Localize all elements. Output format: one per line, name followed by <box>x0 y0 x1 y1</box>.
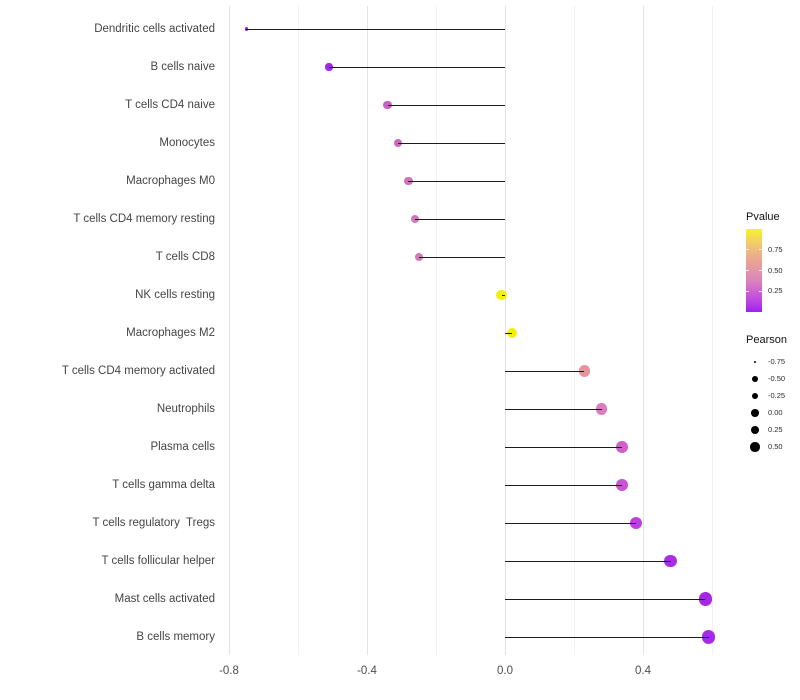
lollipop-stem <box>418 256 505 258</box>
lollipop-dot <box>578 365 590 377</box>
pearson-size-label: 0.25 <box>768 425 783 434</box>
legend-pvalue-title: Pvalue <box>746 211 780 223</box>
category-label: T cells follicular helper <box>101 555 215 567</box>
category-label: Macrophages M2 <box>126 327 215 339</box>
category-label: Neutrophils <box>156 403 215 415</box>
colorbar-tick <box>759 270 762 271</box>
colorbar-tick-label: 0.25 <box>768 286 783 296</box>
lollipop-stem <box>329 66 505 68</box>
legend-pvalue: Pvalue 0.75 0.50 0.25 <box>744 211 800 326</box>
pearson-size-label: -0.75 <box>768 357 786 366</box>
lollipop-stem <box>501 294 505 296</box>
category-label: B cells memory <box>136 631 215 643</box>
lollipop-dot <box>414 252 423 262</box>
lollipop-dot <box>404 176 413 186</box>
lollipop-dot <box>630 517 643 529</box>
lollipop-stem <box>505 484 623 486</box>
category-label: Monocytes <box>159 137 215 149</box>
pearson-size-dot <box>752 376 758 382</box>
pearson-size-dot <box>750 442 760 452</box>
lollipop-dot <box>506 327 518 339</box>
category-label: Dendritic cells activated <box>94 23 215 35</box>
x-tick-label: -0.8 <box>219 665 239 677</box>
pearson-size-label: -0.25 <box>768 391 786 400</box>
minor-gridline <box>573 6 575 655</box>
colorbar-tick <box>759 290 762 292</box>
lollipop-dot <box>698 592 712 606</box>
major-gridline <box>642 6 644 655</box>
x-tick-label: 0.4 <box>635 665 651 677</box>
category-label: T cells CD4 memory activated <box>61 365 215 377</box>
x-tick-label: 0.0 <box>497 665 513 677</box>
legend-pearson: Pearson -0.75 -0.50 -0.25 0.00 0.25 0.50 <box>744 334 800 459</box>
lollipop-stem <box>408 180 505 182</box>
pvalue-colorbar <box>746 229 762 312</box>
lollipop-stem <box>398 142 505 144</box>
lollipop-dot <box>244 27 248 31</box>
pearson-size-label: -0.50 <box>768 374 786 383</box>
lollipop-stem <box>505 332 512 334</box>
category-label: NK cells resting <box>135 289 215 301</box>
colorbar-tick <box>759 249 762 251</box>
category-label: Macrophages M0 <box>126 175 215 187</box>
major-gridline <box>228 6 230 655</box>
lollipop-stem <box>505 370 585 372</box>
colorbar-tick <box>746 249 749 251</box>
major-gridline <box>504 6 506 655</box>
minor-gridline <box>711 6 713 655</box>
category-label: Mast cells activated <box>114 593 215 605</box>
lollipop-dot <box>496 289 507 301</box>
category-label: T cells regulatory Tregs <box>92 517 215 529</box>
lollipop-stem <box>415 218 505 220</box>
lollipop-stem <box>505 636 709 638</box>
colorbar-tick-label: 0.75 <box>768 244 783 254</box>
lollipop-stem <box>505 408 602 410</box>
pearson-size-label: 0.50 <box>768 442 783 451</box>
pearson-size-dot <box>753 360 757 364</box>
minor-gridline <box>435 6 437 655</box>
colorbar-tick <box>746 290 749 292</box>
pearson-size-label: 0.00 <box>768 408 783 417</box>
category-label: T cells CD4 naive <box>125 99 215 111</box>
pearson-size-dot <box>750 425 760 435</box>
category-label: Plasma cells <box>150 441 215 453</box>
pearson-size-dot <box>751 409 759 417</box>
lollipop-stem <box>505 522 637 524</box>
lollipop-stem <box>387 104 505 106</box>
pearson-size-dot <box>751 392 759 400</box>
category-label: T cells gamma delta <box>112 479 215 491</box>
lollipop-stem <box>505 446 623 448</box>
category-label: B cells naive <box>150 61 215 73</box>
category-label: T cells CD8 <box>155 251 215 263</box>
minor-gridline <box>297 6 299 655</box>
colorbar-tick <box>746 270 749 271</box>
x-tick-label: -0.4 <box>357 665 377 677</box>
lollipop-stem <box>246 28 505 30</box>
colorbar-tick-label: 0.50 <box>768 265 783 275</box>
lollipop-dot <box>325 63 333 71</box>
lollipop-dot <box>411 214 420 224</box>
category-label: T cells CD4 memory resting <box>73 213 215 225</box>
lollipop-stem <box>505 560 671 562</box>
legend-pearson-title: Pearson <box>746 334 787 346</box>
major-gridline <box>366 6 368 655</box>
lollipop-stem <box>505 598 706 600</box>
